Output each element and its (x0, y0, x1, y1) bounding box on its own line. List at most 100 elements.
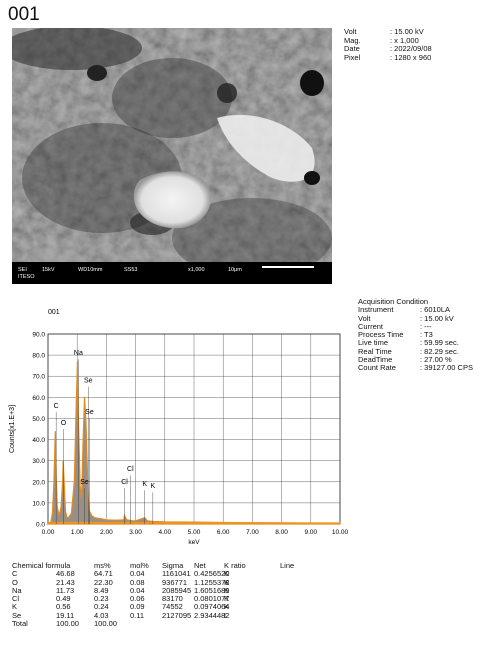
table-row: C 46.68 64.71 0.04 1161041 0.4256520 K (12, 569, 300, 579)
x-axis-label: keV (188, 539, 200, 546)
table-cell: 1.1255378 (194, 577, 230, 587)
acquisition-row: Real Time: 82.29 sec. (358, 346, 473, 356)
sem-info-value: : 15.00 kV (390, 27, 424, 36)
table-cell: 0.06 (130, 594, 145, 604)
acquisition-title: Acquisition Condition (358, 297, 429, 306)
y-tick-label: 30.0 (32, 458, 45, 465)
acquisition-value: : 27.00 % (420, 355, 452, 365)
acquisition-value: : 82.29 sec. (420, 346, 459, 356)
sem-wd: WD10mm (78, 267, 103, 273)
acquisition-row: Live time: 59.99 sec. (358, 338, 473, 348)
peak-label: Na (74, 350, 83, 357)
sem-info-key: Pixel (344, 52, 361, 62)
acquisition-key: Count Rate (358, 363, 396, 373)
table-cell: 0.09 (130, 602, 145, 612)
sem-info-row: Date: 2022/09/08 (344, 44, 432, 54)
sem-mag: x1,000 (188, 267, 205, 273)
sem-spot: SS53 (124, 267, 138, 273)
table-cell: 22.30 (94, 577, 113, 587)
y-tick-label: 50.0 (32, 416, 45, 423)
x-tick-label: 3.00 (129, 529, 142, 536)
column-header: ms% (94, 561, 111, 570)
acquisition-row: Process Time : T3 (358, 330, 473, 340)
sem-voltage: 15kV (42, 267, 55, 273)
table-cell: 0.49 (56, 594, 71, 604)
x-tick-label: 8.00 (275, 529, 288, 536)
y-tick-label: 80.0 (32, 353, 45, 360)
sample-id: 001 (8, 4, 40, 25)
table-cell: 0.23 (94, 594, 109, 604)
acquisition-key: Live time (358, 338, 389, 348)
table-cell: 83170 (162, 594, 183, 604)
sem-info-value: : 2022/09/08 (390, 44, 432, 53)
sem-info-value: : 1280 x 960 (390, 52, 432, 62)
table-cell: 0.11 (130, 610, 145, 620)
table-cell: K (224, 585, 230, 595)
sem-texture (12, 28, 332, 284)
x-tick-label: 9.00 (304, 529, 317, 536)
sem-info-key: Volt (344, 27, 357, 36)
column-header: mol% (130, 561, 149, 570)
table-cell: 64.71 (94, 569, 113, 579)
x-tick-label: 0.00 (42, 529, 55, 536)
acquisition-key: Current (358, 321, 384, 331)
chart-title: 001 (48, 309, 60, 316)
sem-info-row: Pixel : 1280 x 960 (344, 52, 432, 63)
y-tick-label: 20.0 (32, 479, 45, 486)
table-cell: 21.43 (56, 577, 75, 587)
peak-label: C (54, 403, 59, 410)
acquisition-row: Instrument: 6010LA (358, 305, 473, 315)
table-cell: 11.73 (56, 585, 75, 595)
acquisition-row: Current: --- (358, 321, 473, 331)
table-row: Se 19.11 4.03 0.11 2127095 2.9344482 L (12, 610, 300, 620)
acquisition-value: : T3 (420, 330, 433, 340)
table-cell: 0.0974064 (194, 602, 230, 612)
table-cell: O (12, 577, 18, 587)
table-cell: 0.4256520 (194, 569, 230, 579)
acquisition-row: Volt: 15.00 kV (358, 314, 473, 323)
table-cell: Total (12, 619, 28, 629)
sem-info-key: Mag. (344, 35, 361, 45)
acquisition-row: Count Rate: 39127.00 CPS (358, 363, 473, 373)
table-cell: 2085945 (162, 585, 192, 595)
table-cell: 936771 (162, 577, 188, 587)
table-total-row: Total 100.00 100.00 (12, 619, 300, 629)
y-tick-label: 0.0 (36, 522, 45, 529)
y-axis-label: Counts[x1.E+3] (9, 405, 16, 453)
table-cell: K (12, 602, 18, 612)
table-cell: Se (12, 610, 22, 620)
table-cell: 8.49 (94, 585, 109, 595)
table-header: Chemical formula ms% mol% Sigma Net K ratio Li… (12, 561, 300, 570)
y-tick-label: 60.0 (32, 395, 45, 402)
table-cell: 1161041 (162, 569, 191, 579)
peak-label: Se (85, 409, 94, 416)
x-tick-label: 5.00 (188, 529, 201, 536)
x-tick-label: 1.00 (71, 529, 84, 536)
column-header: K ratio (224, 561, 246, 570)
column-header: Chemical formula (12, 561, 71, 570)
sem-info-row: Volt : 15.00 kV (344, 27, 432, 37)
x-tick-label: 6.00 (217, 529, 230, 536)
y-tick-label: 40.0 (32, 437, 45, 444)
table-cell: 0.24 (94, 602, 109, 612)
table-cell: 2.9344482 (194, 610, 230, 620)
x-tick-label: 10.00 (332, 529, 349, 536)
table-cell: K (224, 594, 230, 604)
table-row: K 0.56 0.24 0.09 74552 0.0974064 K (12, 602, 300, 612)
acquisition-row: DeadTime: 27.00 % (358, 355, 473, 365)
acquisition-key: Process Time (358, 330, 404, 340)
table-row: Na 11.73 8.49 0.04 2085945 1.6051689 K (12, 585, 300, 595)
peak-label: Cl (127, 466, 134, 473)
sem-info-value: : x 1,000 (390, 35, 419, 45)
table-cell: 100.00 (56, 619, 79, 629)
table-cell: 0.0801077 (194, 594, 230, 604)
spectrum-area (46, 361, 341, 525)
table-cell: 1.6051689 (194, 585, 230, 595)
results-table: Chemical formula ms% mol% Sigma Net K ratio Li… (12, 561, 300, 629)
column-header: Sigma (162, 561, 184, 570)
peak-label: Cl (121, 479, 128, 486)
table-cell: C (12, 569, 18, 579)
acquisition-key: Instrument (358, 305, 394, 315)
table-cell: 0.08 (130, 577, 145, 587)
scale-bar (262, 266, 314, 268)
